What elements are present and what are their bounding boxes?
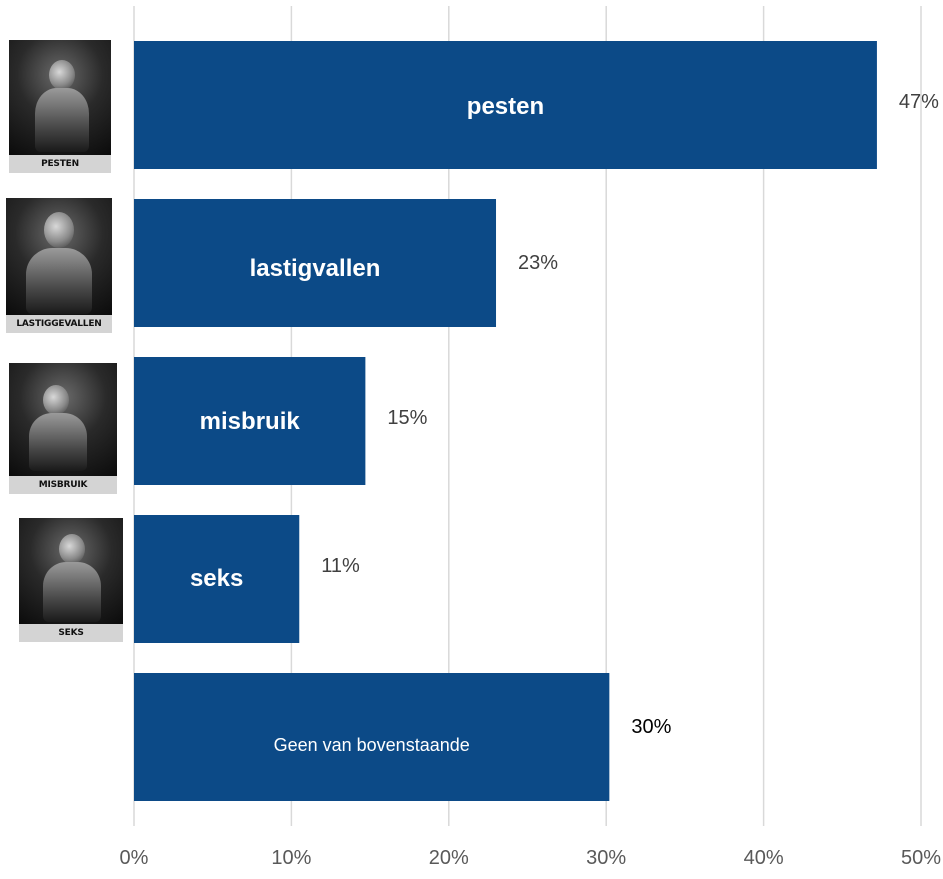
x-tick-label: 10% — [271, 847, 311, 869]
thumbnail-caption: MISBRUIK — [9, 476, 117, 494]
abused-teen-photo-icon — [9, 363, 117, 476]
bar-value-label: 30% — [631, 716, 671, 738]
bar-category-label: misbruik — [200, 408, 301, 435]
thumbnail-lastiggevallen: LASTIGGEVALLEN — [6, 198, 112, 333]
bar-value-label: 23% — [518, 252, 558, 274]
bar-category-label: pesten — [467, 93, 544, 120]
bar-geen-van-bovenstaande — [134, 673, 610, 801]
bullied-teen-photo-icon — [9, 40, 111, 155]
bar-misbruik — [134, 357, 366, 485]
x-tick-label: 30% — [586, 847, 626, 869]
bar-pesten — [134, 41, 877, 169]
labels: pesten 47% lastigvallen 23% misbruik 15% seks 1… — [190, 91, 939, 755]
bar-category-label: seks — [190, 565, 243, 592]
bar-seks — [134, 515, 300, 643]
sexting-teen-photo-icon — [19, 518, 123, 624]
bar-lastigvallen — [134, 199, 497, 327]
thumbnail-seks: SEKS — [19, 518, 123, 642]
thumbnail-caption: LASTIGGEVALLEN — [6, 315, 112, 333]
thumbnail-caption: PESTEN — [9, 155, 111, 173]
x-tick-label: 40% — [744, 847, 784, 869]
thumbnail-caption: SEKS — [19, 624, 123, 642]
bar-value-label: 15% — [387, 407, 427, 429]
x-axis-ticks: 0% 10% 20% 30% 40% 50% — [120, 847, 942, 869]
thumbnail-pesten: PESTEN — [9, 40, 111, 173]
bar-category-label: lastigvallen — [250, 255, 381, 282]
harassed-teen-photo-icon — [6, 198, 112, 315]
bar-value-label: 11% — [321, 555, 360, 577]
bars — [134, 41, 877, 801]
bar-value-label: 47% — [899, 91, 939, 113]
thumbnail-misbruik: MISBRUIK — [9, 363, 117, 494]
x-tick-label: 20% — [429, 847, 469, 869]
x-tick-label: 0% — [120, 847, 149, 869]
x-tick-label: 50% — [901, 847, 941, 869]
bar-category-label: Geen van bovenstaande — [274, 735, 470, 755]
